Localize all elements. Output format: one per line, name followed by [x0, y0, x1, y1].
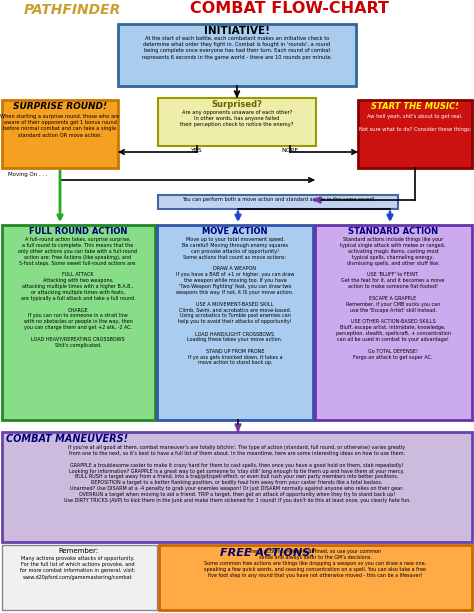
- FancyBboxPatch shape: [2, 225, 155, 420]
- Text: Move up to your total movement speed.
Be careful! Moving through enemy squares
c: Move up to your total movement speed. Be…: [176, 237, 294, 365]
- Text: START THE MUSIC!: START THE MUSIC!: [371, 102, 459, 111]
- FancyBboxPatch shape: [118, 24, 356, 86]
- Text: FREE ACTIONS!: FREE ACTIONS!: [220, 548, 315, 558]
- Text: If you're at all good at them, combat maneuver's are totally bitchin'. The type : If you're at all good at them, combat ma…: [64, 445, 410, 503]
- Text: Many actions provoke attacks of opportunity.
For the full list of which actions : Many actions provoke attacks of opportun…: [20, 556, 136, 580]
- Text: At the start of each battle, each combatant makes an initiative check to
determi: At the start of each battle, each combat…: [142, 36, 332, 59]
- Text: A full-round action takes, surprise surprise,
a full round to complete. This mea: A full-round action takes, surprise surp…: [18, 237, 137, 348]
- FancyBboxPatch shape: [2, 432, 472, 542]
- Text: FULL ROUND ACTION: FULL ROUND ACTION: [29, 227, 127, 236]
- FancyBboxPatch shape: [158, 98, 316, 146]
- Text: These actions are losely defined, so use your common
sense and always defer to t: These actions are losely defined, so use…: [204, 549, 426, 578]
- Text: PATHFINDER: PATHFINDER: [23, 3, 120, 17]
- Text: Are any opponents unaware of each other?
In other words, has anyone failed
their: Are any opponents unaware of each other?…: [180, 110, 294, 128]
- FancyBboxPatch shape: [2, 545, 157, 610]
- Text: Moving On . . .: Moving On . . .: [8, 172, 48, 177]
- Text: INITIATIVE!: INITIATIVE!: [204, 26, 270, 36]
- Text: YES: YES: [191, 148, 203, 153]
- Text: Standard actions include things like your
typical single attack with melee or ra: Standard actions include things like you…: [336, 237, 450, 360]
- Text: Aw hell yeah, shit's about to get real.

Not sure what to do? Consider these thi: Aw hell yeah, shit's about to get real. …: [359, 114, 471, 132]
- Text: COMBAT MANEUVERS!: COMBAT MANEUVERS!: [6, 434, 128, 444]
- Text: MOVE ACTION: MOVE ACTION: [202, 227, 268, 236]
- Text: STANDARD ACTION: STANDARD ACTION: [348, 227, 438, 236]
- Text: COMBAT FLOW-CHART: COMBAT FLOW-CHART: [191, 1, 390, 16]
- Text: You can perform both a move action and standard action in the same round!: You can perform both a move action and s…: [182, 197, 374, 202]
- Text: SURPRISE ROUND!: SURPRISE ROUND!: [13, 102, 107, 111]
- FancyBboxPatch shape: [159, 545, 472, 610]
- FancyBboxPatch shape: [358, 100, 472, 168]
- FancyBboxPatch shape: [315, 225, 472, 420]
- FancyBboxPatch shape: [2, 100, 118, 168]
- FancyBboxPatch shape: [158, 195, 398, 209]
- FancyBboxPatch shape: [157, 225, 313, 420]
- Text: When starting a surprise round, those who are
aware of their opponents get 1 bon: When starting a surprise round, those wh…: [0, 114, 119, 137]
- Text: Surprised?: Surprised?: [211, 100, 263, 109]
- Text: Remember:: Remember:: [58, 548, 98, 554]
- Text: NOPE: NOPE: [282, 148, 299, 153]
